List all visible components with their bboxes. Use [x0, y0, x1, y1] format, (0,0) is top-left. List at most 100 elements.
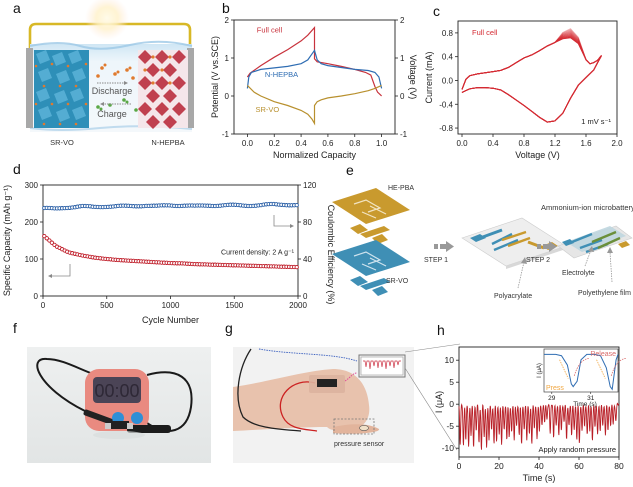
- n-hepba-label: N-HEPBA: [151, 138, 184, 147]
- series-line-sr-vo: [246, 84, 382, 126]
- chart-b-charge-discharge: 0.0 0.2 0.4 0.6 0.8 1.0 -1 0 1 2 -1 0 1 2 Full cell N-H…: [210, 16, 418, 160]
- left-axis-arrowhead: [48, 274, 52, 278]
- pressure-sensor-label: pressure sensor: [334, 441, 385, 448]
- y-axis-label: I (μA): [434, 391, 444, 413]
- sr-vo-label-e: SR-VO: [386, 278, 409, 285]
- series-specific-capacity: [42, 233, 299, 270]
- legend-full-cell: Full cell: [472, 28, 498, 37]
- step1-arrow: [434, 241, 454, 252]
- data-point: [294, 202, 299, 208]
- y2-tick-label: 0: [303, 292, 308, 301]
- x-tick-label: 40: [534, 461, 544, 471]
- cv-cycle-line: [461, 55, 602, 123]
- x-tick-label: 1500: [225, 301, 243, 310]
- cv-cycle-line: [461, 55, 602, 123]
- panel-letter-e: e: [346, 162, 354, 178]
- y-tick-label: -5: [446, 421, 454, 431]
- y-tick-label: 10: [445, 355, 455, 365]
- x-axis-label: Normalized Capacity: [273, 150, 357, 160]
- microbattery-device: [557, 225, 633, 259]
- x-tick-label: 0.8: [518, 139, 530, 148]
- y2-tick-label: 40: [303, 255, 312, 264]
- x-tick-label: 1.0: [376, 139, 388, 148]
- sensor-box: [333, 418, 375, 435]
- photo-wearable: pressure sensor: [233, 347, 414, 463]
- sr-vo-crystal: [34, 50, 89, 128]
- left-axis-arrow: [52, 264, 71, 277]
- zoom-connectors: [405, 343, 461, 451]
- y-axis-label: Potential (V vs.SCE): [210, 36, 220, 118]
- release-arrow: [573, 358, 589, 376]
- x-axis-label: Cycle Number: [142, 315, 199, 325]
- panel-letter-a: a: [13, 0, 21, 16]
- cv-cycle-line: [461, 29, 602, 90]
- discharge-label: Discharge: [92, 86, 133, 96]
- charge-label: Charge: [97, 109, 127, 119]
- y-tick-label: 0.0: [442, 76, 454, 85]
- x-tick-label: 0.2: [269, 139, 281, 148]
- n-hepba-crystal: [138, 50, 188, 129]
- y2-tick-label: 0: [400, 92, 405, 101]
- release-arrow: [610, 358, 626, 376]
- x-tick-label: 2.0: [611, 139, 623, 148]
- press-arrow: [596, 359, 606, 379]
- y-tick-label: 2: [225, 16, 230, 25]
- x-axis-label: Voltage (V): [515, 150, 560, 160]
- microbattery-title: Ammonium-ion microbattery: [541, 203, 633, 212]
- chart-c-cv: 0.0 0.4 0.8 1.2 1.6 2.0 -0.8 -0.4 0.0 0.4 0.8 Full …: [424, 20, 623, 160]
- panel-letter-g: g: [225, 320, 233, 336]
- cv-cycle-line: [461, 33, 602, 90]
- cv-cycle-line: [461, 55, 602, 123]
- y-tick-label: 5: [449, 377, 454, 387]
- cv-cycle-line: [461, 55, 602, 123]
- hand: [233, 369, 370, 431]
- polyethylene-film-label: Polyethylene film: [578, 290, 631, 297]
- panel-letter-b: b: [222, 0, 230, 16]
- ammonium-ions-orange: [96, 63, 135, 80]
- cv-cycle-line: [461, 55, 602, 123]
- current-trace: [458, 402, 620, 450]
- y-tick-label: 0: [225, 92, 230, 101]
- sr-vo-label: SR-VO: [50, 138, 74, 147]
- x-tick-label: 2000: [289, 301, 307, 310]
- polyacrylate-label: Polyacrylate: [494, 293, 532, 300]
- x-tick-label: 20: [494, 461, 504, 471]
- right-current-collector: [187, 48, 194, 128]
- battery-schematic: Discharge Charge SR-VO N-HEPBA: [26, 0, 194, 147]
- y-tick-label: 0: [34, 292, 39, 301]
- right-axis-arrow: [273, 215, 290, 227]
- timer-digits: 00:00: [94, 381, 139, 401]
- panel-letter-d: d: [13, 161, 21, 177]
- he-pba-label: HE-PBA: [388, 185, 414, 192]
- y-tick-label: -0.4: [439, 100, 453, 109]
- y2-tick-label: 1: [400, 54, 405, 63]
- signal-inset-box: [358, 354, 406, 378]
- legend-sr-vo: SR-VO: [255, 105, 279, 114]
- x-tick-label: 0.4: [487, 139, 499, 148]
- data-point: [44, 236, 49, 241]
- cv-cycle-line: [461, 55, 602, 123]
- y-tick-label: 300: [25, 181, 39, 190]
- step2-label: STEP 2: [526, 257, 550, 264]
- light-glow: [85, 0, 129, 40]
- x-tick-label: 60: [574, 461, 584, 471]
- y-tick-label: 200: [25, 218, 39, 227]
- timer-button: [131, 412, 143, 424]
- cv-cycle-line: [461, 31, 602, 90]
- y2-tick-label: 80: [303, 218, 312, 227]
- y-tick-label: 1: [225, 54, 230, 63]
- step2-arrow: [537, 241, 557, 252]
- x-axis-label: Time (s): [523, 473, 556, 483]
- legend-n-hepba: N-HEPBA: [265, 70, 298, 79]
- y2-axis-label: Coulombic Efficiency (%): [326, 205, 336, 305]
- inset-x-tick-label: 29: [548, 395, 556, 402]
- electrolyte-label: Electrolyte: [562, 270, 595, 277]
- inset-press-label: Press: [546, 385, 564, 392]
- y-tick-label: 0.4: [442, 53, 454, 62]
- x-tick-label: 1.6: [580, 139, 592, 148]
- inset-x-tick-label: 31: [587, 395, 595, 402]
- x-tick-label: 0.6: [322, 139, 334, 148]
- scan-rate-label: 1 mV s⁻¹: [581, 117, 611, 126]
- cv-cycle-line: [461, 55, 602, 123]
- y-tick-label: 0.8: [442, 29, 454, 38]
